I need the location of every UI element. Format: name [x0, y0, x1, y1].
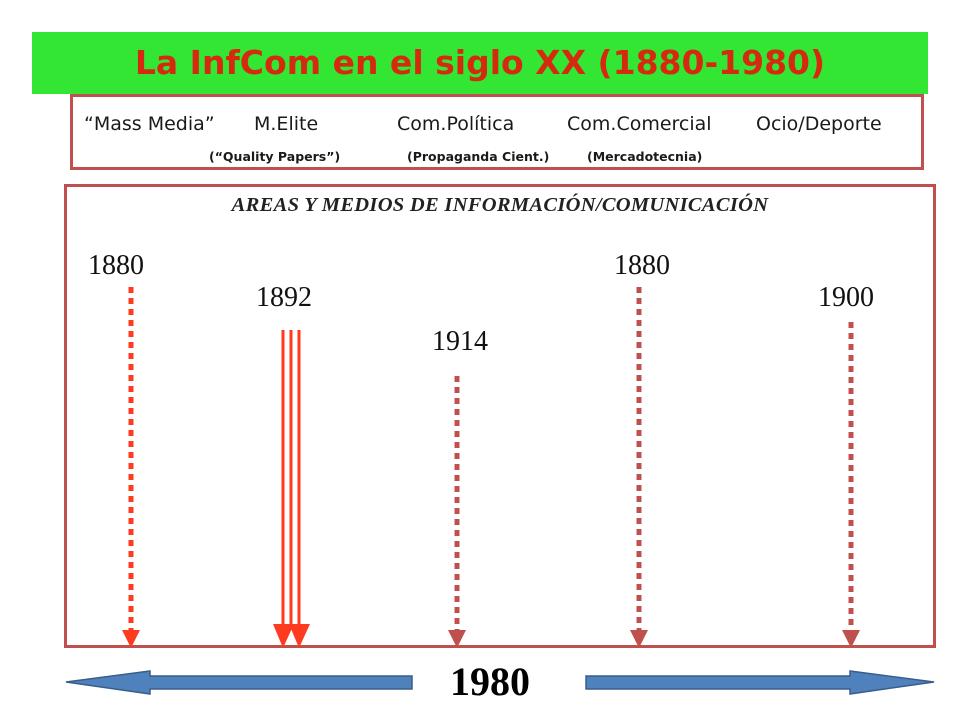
right-arrow	[585, 670, 935, 695]
timeline-arrow	[122, 287, 140, 648]
timeline-year-label: 1914	[432, 326, 488, 357]
category-com-politica: Com.Política	[397, 113, 515, 135]
timeline-year-label: 1880	[614, 250, 670, 281]
title-band: La InfCom en el siglo XX (1880-1980)	[32, 32, 928, 94]
left-arrow	[65, 670, 413, 695]
timeline-arrow	[273, 330, 310, 648]
timeline-year-label: 1880	[88, 250, 144, 281]
final-year: 1980	[450, 659, 530, 704]
category-ocio-deporte: Ocio/Deporte	[756, 113, 882, 135]
timeline-arrow	[630, 287, 648, 648]
categories-box: “Mass Media” M.Elite Com.Política Com.Co…	[70, 94, 924, 170]
timeline-arrow	[842, 322, 860, 648]
areas-box	[64, 184, 936, 648]
subcategory-propaganda: (Propaganda Cient.)	[407, 149, 550, 164]
category-com-comercial: Com.Comercial	[567, 113, 712, 135]
timeline-year-label: 1892	[256, 282, 312, 313]
category-mass-media: “Mass Media”	[84, 113, 215, 135]
subcategory-mercadotecnia: (Mercadotecnia)	[587, 149, 703, 164]
subcategory-quality-papers: (“Quality Papers”)	[209, 149, 341, 164]
timeline-year-label: 1900	[818, 282, 874, 313]
areas-heading: AREAS Y MEDIOS DE INFORMACIÓN/COMUNICACI…	[231, 194, 769, 216]
timeline-arrow	[448, 376, 466, 648]
page-title: La InfCom en el siglo XX (1880-1980)	[134, 43, 826, 82]
category-m-elite: M.Elite	[254, 113, 319, 135]
